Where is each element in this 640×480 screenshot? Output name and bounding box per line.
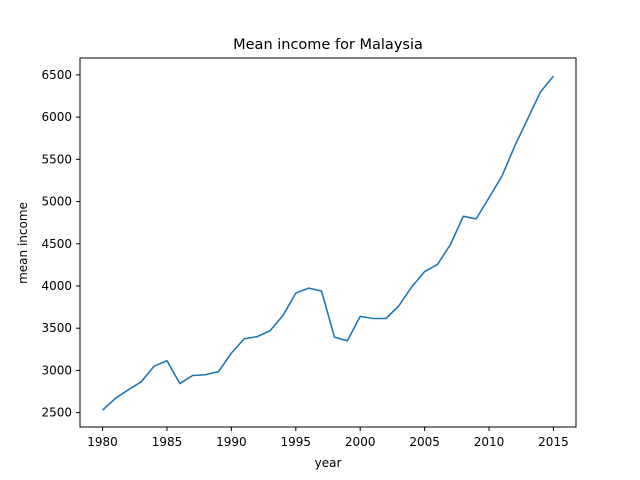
- axes-frame: [79, 57, 577, 428]
- y-tick-label-4000: 4000: [41, 279, 72, 293]
- axes: 1980 1985 1990 1995 2000 2005 2010 2015 2500 3000…: [41, 57, 577, 449]
- x-tick-label-1990: 1990: [216, 435, 247, 449]
- y-tick-label-6000: 6000: [41, 110, 72, 124]
- x-tick-label-1980: 1980: [87, 435, 118, 449]
- y-tick-label-2500: 2500: [41, 406, 72, 420]
- y-tick-label-6500: 6500: [41, 68, 72, 82]
- y-axis-label: mean income: [16, 202, 30, 284]
- y-tick-label-3500: 3500: [41, 321, 72, 335]
- x-tick-label-2000: 2000: [345, 435, 376, 449]
- x-tick-label-2005: 2005: [409, 435, 440, 449]
- x-tick-label-2010: 2010: [474, 435, 505, 449]
- x-tick-label-1995: 1995: [281, 435, 312, 449]
- y-tick-label-5000: 5000: [41, 195, 72, 209]
- x-tick-label-1985: 1985: [152, 435, 183, 449]
- x-tick-label-2015: 2015: [538, 435, 569, 449]
- plot-area: [102, 75, 555, 411]
- chart-title: Mean income for Malaysia: [233, 37, 423, 53]
- y-tick-label-4500: 4500: [41, 237, 72, 251]
- y-tick-label-5500: 5500: [41, 152, 72, 166]
- y-tick-label-3000: 3000: [41, 363, 72, 377]
- series-line-0: [102, 75, 555, 411]
- x-axis-label: year: [315, 456, 342, 470]
